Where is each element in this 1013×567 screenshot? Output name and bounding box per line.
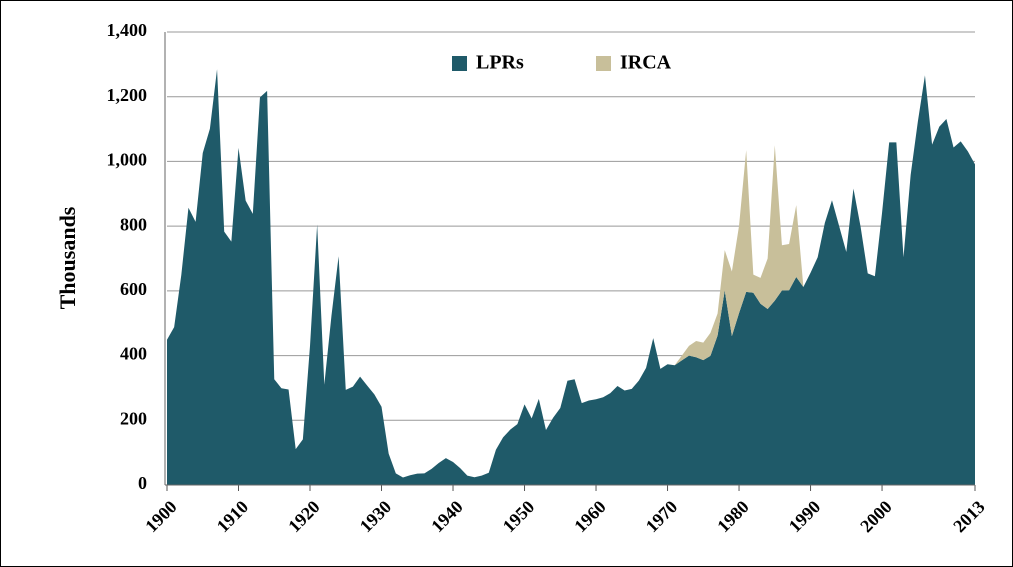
legend-label: IRCA [620,52,672,74]
x-tick-label: 1900 [141,497,181,537]
y-tick-label: 0 [138,473,147,493]
area [167,69,975,485]
x-tick-label: 1990 [785,497,825,537]
y-tick-label: 1,000 [107,150,148,170]
legend-label: LPRs [476,52,524,74]
area [674,145,804,366]
y-tick-label: 1,400 [107,20,148,40]
y-axis-label: Thousands [55,206,80,309]
x-tick-label: 1970 [642,497,682,537]
legend-swatch [452,56,467,71]
y-tick-label: 600 [120,279,147,299]
x-tick-label: 1910 [213,497,253,537]
legend-swatch [596,56,611,71]
x-tick-label: 2013 [949,497,989,537]
y-tick-label: 800 [120,214,147,234]
x-tick-label: 1920 [284,497,324,537]
y-tick-label: 1,200 [107,85,148,105]
x-tick-label: 1940 [427,497,467,537]
y-tick-label: 200 [120,408,147,428]
x-tick-label: 1950 [499,497,539,537]
x-tick-label: 1980 [713,497,753,537]
x-tick-label: 2000 [856,497,896,537]
y-tick-label: 400 [120,344,147,364]
x-tick-label: 1930 [356,497,396,537]
x-tick-label: 1960 [570,497,610,537]
